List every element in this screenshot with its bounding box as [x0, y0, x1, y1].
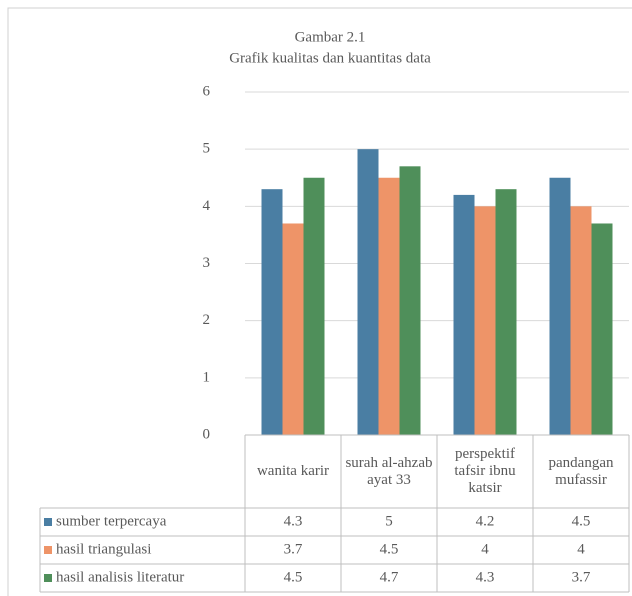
chart-title: Gambar 2.1 — [295, 29, 366, 45]
y-tick-label: 2 — [203, 312, 211, 328]
bar — [591, 223, 613, 435]
bar — [570, 206, 592, 435]
table-value: 4.5 — [380, 541, 399, 557]
table-value: 3.7 — [284, 541, 303, 557]
table-value: 4.2 — [476, 513, 495, 529]
x-tick-label: surah al-ahzab ayat 33 — [345, 454, 433, 488]
y-tick-label: 1 — [203, 369, 211, 385]
table-value: 3.7 — [572, 569, 591, 585]
bar — [357, 149, 379, 435]
legend-key — [44, 546, 52, 554]
bar — [303, 177, 325, 435]
legend-key — [44, 574, 52, 582]
chart-subtitle: Grafik kualitas dan kuantitas data — [229, 50, 431, 66]
bar — [282, 223, 304, 435]
table-value: 4.3 — [476, 569, 495, 585]
bar — [549, 177, 571, 435]
legend-label: sumber terpercaya — [56, 513, 167, 529]
table-value: 4.5 — [572, 513, 591, 529]
y-tick-label: 5 — [203, 141, 211, 157]
table-value: 4 — [481, 541, 489, 557]
legend-key — [44, 518, 52, 526]
y-tick-label: 4 — [203, 198, 211, 214]
table-value: 4 — [577, 541, 585, 557]
bar — [495, 189, 517, 435]
x-tick-label: perspektif tafsir ibnu katsir — [454, 446, 516, 496]
table-value: 4.3 — [284, 513, 303, 529]
bar — [378, 177, 400, 435]
bar — [474, 206, 496, 435]
table-value: 5 — [385, 513, 393, 529]
x-tick-label: pandangan mufassir — [548, 454, 614, 488]
y-tick-label: 6 — [203, 83, 211, 99]
legend-label: hasil triangulasi — [56, 541, 151, 557]
table-value: 4.7 — [380, 569, 399, 585]
x-tick-label: wanita karir — [256, 463, 330, 479]
bar — [261, 189, 283, 435]
y-tick-label: 3 — [203, 255, 211, 271]
chart-border — [7, 7, 632, 596]
bar — [453, 194, 475, 435]
bar — [399, 166, 421, 436]
y-tick-label: 0 — [203, 426, 211, 442]
table-value: 4.5 — [284, 569, 303, 585]
legend-label: hasil analisis literatur — [56, 569, 184, 585]
